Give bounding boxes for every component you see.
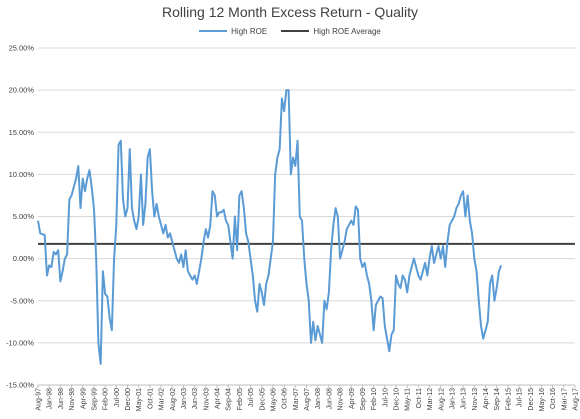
y-tick-label: 15.00% — [9, 128, 35, 137]
x-tick-label: Jun-98 — [58, 388, 65, 410]
x-tick-label: Sep-09 — [360, 388, 367, 411]
x-tick-label: Feb-05 — [237, 388, 244, 410]
gridlines — [38, 47, 575, 386]
legend-label-high-roe: High ROE — [231, 26, 268, 36]
x-axis: Aug-97 Jan-98 Jun-98 Nov-98 Apr-99 Sep-99 Feb-… — [36, 384, 580, 411]
x-tick-label: Mar-07 — [293, 388, 300, 410]
x-tick-label: Apr-99 — [80, 388, 87, 409]
x-tick-label: Dec-00 — [125, 388, 132, 411]
x-tick-label: Apr-14 — [483, 388, 490, 409]
x-tick-label: Sep-99 — [91, 388, 98, 411]
x-tick-label: Aug-12 — [438, 388, 445, 411]
x-tick-label: Jan-08 — [315, 388, 322, 410]
x-tick-label: Sep-04 — [226, 388, 233, 411]
x-tick-label: Dec-15 — [528, 388, 535, 411]
legend-label-high-roe-average: High ROE Average — [313, 26, 381, 36]
x-tick-label: Feb-10 — [371, 388, 378, 410]
y-tick-label: -10.00% — [6, 338, 34, 347]
x-tick-label: Jul-10 — [382, 388, 389, 407]
y-axis: 25.00% 20.00% 15.00% 10.00% 5.00% 0.00% -5.00%… — [6, 44, 34, 390]
x-tick-label: Oct-16 — [550, 388, 557, 409]
x-tick-label: Aug-97 — [36, 388, 43, 411]
x-tick-label: Jan-03 — [181, 388, 188, 410]
y-tick-label: -15.00% — [6, 381, 34, 390]
x-tick-label: Mar-17 — [561, 388, 568, 410]
x-tick-label: Dec-05 — [259, 388, 266, 411]
x-tick-label: Jun-08 — [326, 388, 333, 410]
x-tick-label: Nov-98 — [69, 388, 76, 411]
legend: High ROE High ROE Average — [0, 25, 580, 36]
legend-swatch-high-roe-average — [281, 30, 310, 32]
x-tick-label: Jul-00 — [114, 388, 121, 407]
y-tick-label: 25.00% — [9, 44, 35, 53]
x-tick-label: Mar-02 — [159, 388, 166, 410]
x-tick-label: Apr-09 — [349, 388, 356, 409]
x-tick-label: Nov-03 — [203, 388, 210, 411]
y-tick-label: 5.00% — [13, 212, 35, 221]
x-tick-label: May-11 — [405, 388, 412, 411]
x-tick-label: Aug-07 — [304, 388, 311, 411]
x-tick-label: Jan-98 — [47, 388, 54, 410]
x-tick-label: Jul-15 — [517, 388, 524, 407]
x-tick-label: Aug-17 — [573, 388, 580, 411]
x-tick-label: Feb-00 — [103, 388, 110, 410]
y-tick-label: 0.00% — [13, 254, 35, 263]
legend-item-high-roe-average: High ROE Average — [281, 26, 381, 36]
series-lines — [37, 89, 575, 365]
x-tick-label: Oct-06 — [282, 388, 289, 409]
x-tick-label: May-06 — [270, 388, 277, 411]
x-tick-label: May-16 — [539, 388, 546, 411]
legend-item-high-roe: High ROE — [199, 27, 267, 36]
x-tick-label: Sep-14 — [494, 388, 501, 411]
x-tick-label: Dec-10 — [394, 388, 401, 411]
x-tick-label: Jan-13 — [449, 388, 456, 410]
x-tick-label: Mar-12 — [427, 388, 434, 410]
x-tick-label: Aug-02 — [170, 388, 177, 411]
x-tick-label: Jun-03 — [192, 388, 199, 410]
x-tick-label: Oct-11 — [416, 388, 423, 409]
x-tick-label: May-01 — [136, 388, 143, 411]
x-tick-label: Oct-01 — [147, 388, 154, 409]
x-tick-label: Jun-13 — [461, 388, 468, 410]
x-tick-label: Apr-04 — [215, 388, 222, 409]
chart-title: Rolling 12 Month Excess Return - Quality — [162, 4, 418, 20]
legend-swatch-high-roe — [199, 30, 228, 32]
y-tick-label: 20.00% — [9, 86, 35, 95]
x-tick-label: Jul-05 — [248, 388, 255, 407]
x-tick-label: Nov-13 — [472, 388, 479, 411]
y-tick-label: -5.00% — [10, 296, 34, 305]
x-tick-label: Feb-15 — [505, 388, 512, 410]
series-line-high-roe — [37, 89, 503, 365]
x-tick-label: Nov-08 — [338, 388, 345, 411]
y-tick-label: 10.00% — [9, 170, 35, 179]
